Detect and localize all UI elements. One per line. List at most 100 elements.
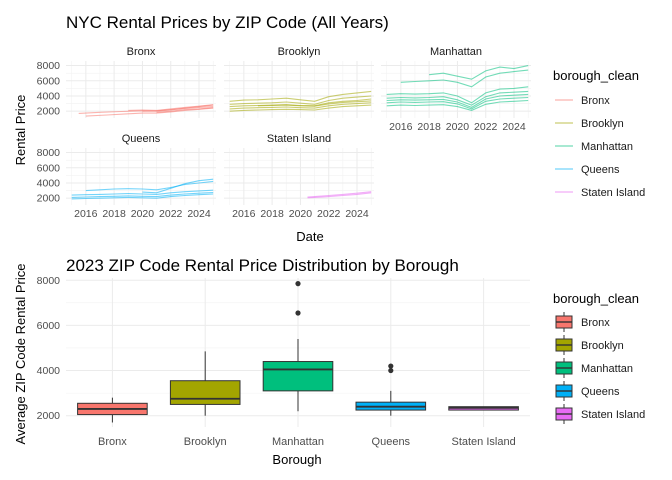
x-tick-label: Staten Island (451, 436, 515, 448)
facet-strip-label: Staten Island (267, 133, 331, 145)
y-tick-label: 4000 (37, 365, 61, 377)
series-line (71, 189, 214, 196)
facet-bronx: Bronx 2000 4000 6000 8000 (37, 46, 216, 118)
legend-item-label: Queens (581, 386, 620, 398)
legend-item-label: Manhattan (581, 141, 633, 153)
y-tick-label: 2000 (37, 193, 61, 205)
series-line (400, 69, 529, 88)
x-tick-label: Queens (372, 436, 411, 448)
y-tick-label: 2000 (37, 410, 61, 422)
legend-item-label: Brooklyn (581, 118, 624, 130)
boxplot-panel: 2000 4000 6000 8000 Bronx Brooklyn Manhattan Qu… (37, 275, 530, 448)
legend-item-label: Manhattan (581, 363, 633, 375)
x-tick-label: 2018 (260, 208, 284, 220)
legend-key-box (555, 312, 573, 332)
box-brooklyn: Brooklyn (169, 351, 241, 448)
x-tick-label: Bronx (98, 436, 127, 448)
top-legend-title: borough_clean (553, 68, 639, 83)
x-tick-label: 2024 (345, 208, 369, 220)
x-tick-label: 2022 (159, 208, 183, 220)
series-line (71, 191, 214, 198)
x-tick-label: 2018 (102, 208, 126, 220)
legend-item-label: Bronx (581, 95, 610, 107)
series-line (229, 104, 372, 112)
legend-key-box (555, 404, 573, 424)
legend-item-label: Staten Island (581, 187, 645, 199)
x-tick-label: 2020 (446, 121, 470, 133)
series-line (257, 100, 372, 107)
series-line (128, 104, 214, 111)
facet-queens: Queens 2000 4000 6000 8000 2016 2018 2020 2022 20… (37, 133, 216, 220)
bottom-legend: borough_clean Bronx Brooklyn Manhattan Quee… (553, 291, 645, 424)
legend-key-box (555, 381, 573, 401)
top-chart-title: NYC Rental Prices by ZIP Code (All Years… (66, 13, 389, 32)
series-line (386, 90, 529, 106)
y-tick-label: 8000 (37, 60, 61, 72)
x-tick-label: 2016 (389, 121, 413, 133)
bottom-x-axis-label: Borough (272, 452, 321, 467)
series-line (229, 102, 372, 110)
series-line (142, 178, 214, 194)
top-x-axis-label: Date (296, 229, 323, 244)
legend-item-label: Queens (581, 164, 620, 176)
y-tick-label: 8000 (37, 275, 61, 287)
legend-item-label: Bronx (581, 317, 610, 329)
x-tick-label: 2018 (417, 121, 441, 133)
legend-item-label: Staten Island (581, 409, 645, 421)
y-tick-label: 8000 (37, 147, 61, 159)
legend-key-box (555, 358, 573, 378)
series-line (85, 180, 214, 192)
x-tick-label: 2020 (131, 208, 155, 220)
x-tick-label: 2024 (187, 208, 211, 220)
y-tick-label: 4000 (37, 90, 61, 102)
bottom-y-axis-label: Average ZIP Code Rental Price (13, 264, 28, 445)
series-line (229, 95, 372, 105)
legend-item-label: Brooklyn (581, 340, 624, 352)
facet-panels: Bronx 2000 4000 6000 8000 Brooklyn Manhattan 20… (37, 46, 531, 220)
series-line (429, 65, 529, 80)
box-iqr (262, 361, 334, 392)
series-line (229, 90, 372, 102)
series-line (156, 107, 214, 113)
series-line (386, 86, 529, 104)
series-line (307, 191, 372, 198)
bottom-chart-title: 2023 ZIP Code Rental Price Distribution … (66, 256, 459, 275)
outlier-point (388, 367, 394, 374)
facet-manhattan: Manhattan 2016 2018 2020 2022 2024 (381, 46, 531, 133)
x-tick-label: 2020 (289, 208, 313, 220)
outlier-point (295, 281, 301, 287)
outlier-point (388, 363, 394, 369)
series-line (307, 192, 372, 199)
series-line (386, 93, 529, 109)
x-tick-label: 2022 (317, 208, 341, 220)
box-iqr (169, 380, 241, 405)
x-tick-label: Brooklyn (184, 436, 227, 448)
box-queens: Queens (355, 363, 427, 448)
y-tick-label: 6000 (37, 162, 61, 174)
x-tick-label: Manhattan (272, 436, 324, 448)
top-legend: borough_clean Bronx Brooklyn Manhattan Quee… (553, 68, 645, 199)
x-tick-label: 2016 (232, 208, 256, 220)
x-tick-label: 2022 (474, 121, 498, 133)
y-tick-label: 6000 (37, 320, 61, 332)
y-tick-label: 2000 (37, 106, 61, 118)
box-manhattan: Manhattan (262, 281, 334, 448)
outlier-point (295, 310, 301, 316)
y-tick-label: 4000 (37, 177, 61, 189)
facet-strip-label: Bronx (127, 46, 156, 58)
series-line (142, 106, 214, 112)
legend-key-box (555, 335, 573, 355)
series-line (386, 96, 529, 110)
top-y-axis-label: Rental Price (13, 95, 28, 166)
bottom-legend-title: borough_clean (553, 291, 639, 306)
facet-strip-label: Brooklyn (278, 46, 321, 58)
facet-brooklyn: Brooklyn (224, 46, 374, 118)
series-line (386, 99, 529, 111)
x-tick-label: 2016 (74, 208, 98, 220)
facet-strip-label: Queens (122, 133, 161, 145)
series-line (71, 193, 214, 200)
facet-staten-island: Staten Island 2016 2018 2020 2022 2024 (224, 133, 374, 220)
box-bronx: Bronx (77, 397, 148, 448)
facet-background (224, 148, 374, 205)
facet-background (381, 61, 531, 118)
